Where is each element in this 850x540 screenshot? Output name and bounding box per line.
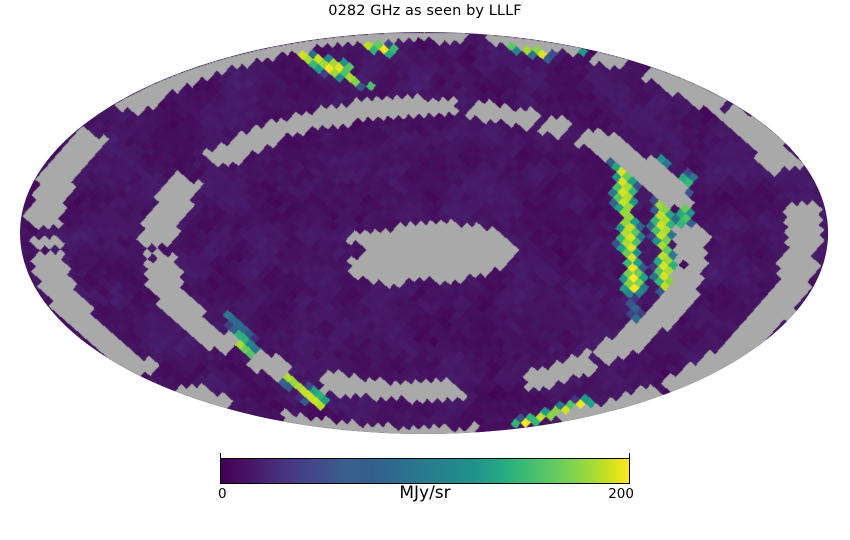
mollweide-projection-area <box>20 32 828 434</box>
colorbar-tick-max <box>629 453 630 458</box>
sky-map <box>20 32 828 434</box>
colorbar-min-label: 0 <box>218 486 227 502</box>
colorbar: 0 MJy/sr 200 <box>218 453 634 503</box>
page-title: 0282 GHz as seen by LLLF <box>328 3 522 19</box>
colorbar-max-label: 200 <box>608 486 634 502</box>
colorbar-unit-label: MJy/sr <box>399 483 451 503</box>
colorbar-gradient <box>220 458 630 484</box>
healpix-sky-image <box>20 32 828 434</box>
colorbar-tick-min <box>220 453 221 458</box>
